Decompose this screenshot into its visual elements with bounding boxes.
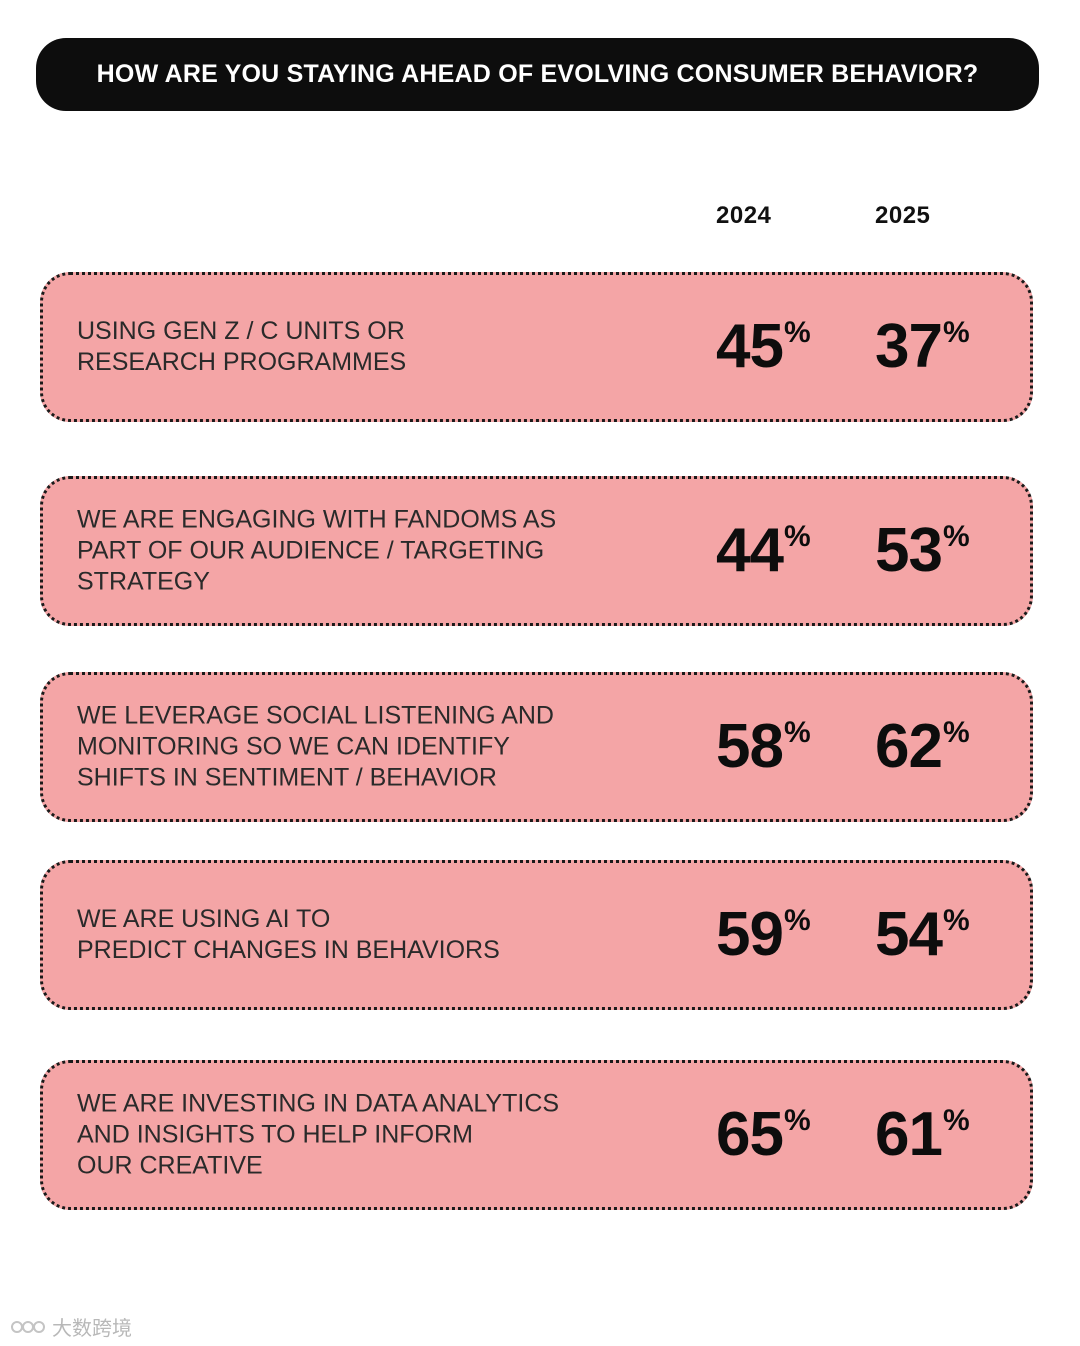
- row-label: WE ARE USING AI TO PREDICT CHANGES IN BE…: [77, 905, 500, 964]
- value-2025: 54%: [875, 900, 970, 969]
- percent-sign: %: [783, 716, 811, 749]
- percent-sign: %: [942, 904, 970, 937]
- percent-sign: %: [942, 716, 970, 749]
- percent-sign: %: [942, 1104, 970, 1137]
- table-row: WE LEVERAGE SOCIAL LISTENING AND MONITOR…: [40, 672, 1033, 822]
- row-label: WE LEVERAGE SOCIAL LISTENING AND MONITOR…: [77, 701, 554, 792]
- table-row: WE ARE ENGAGING WITH FANDOMS AS PART OF …: [40, 476, 1033, 626]
- column-header-2025: 2025: [875, 202, 931, 229]
- column-header-2024: 2024: [716, 202, 772, 229]
- percent-sign: %: [783, 520, 811, 553]
- value-2024: 58%: [716, 712, 811, 781]
- value-number: 65: [716, 1100, 784, 1169]
- value-number: 44: [716, 516, 784, 585]
- percent-sign: %: [942, 316, 970, 349]
- value-number: 54: [875, 900, 943, 969]
- chart-title: HOW ARE YOU STAYING AHEAD OF EVOLVING CO…: [96, 60, 979, 88]
- table-row: WE ARE INVESTING IN DATA ANALYTICS AND I…: [40, 1060, 1033, 1210]
- value-number: 61: [875, 1100, 943, 1169]
- value-number: 45: [716, 312, 784, 381]
- value-number: 37: [875, 312, 943, 381]
- title-bar: HOW ARE YOU STAYING AHEAD OF EVOLVING CO…: [36, 38, 1039, 111]
- percent-sign: %: [942, 520, 970, 553]
- table-row: WE ARE USING AI TO PREDICT CHANGES IN BE…: [40, 860, 1033, 1010]
- watermark: 大数跨境: [10, 1312, 132, 1341]
- row-label: USING GEN Z / C UNITS OR RESEARCH PROGRA…: [77, 317, 407, 376]
- value-2024: 44%: [716, 516, 811, 585]
- row-label: WE ARE ENGAGING WITH FANDOMS AS PART OF …: [77, 505, 557, 596]
- watermark-text: 大数跨境: [52, 1318, 132, 1340]
- row-label: WE ARE INVESTING IN DATA ANALYTICS AND I…: [77, 1089, 560, 1180]
- value-number: 53: [875, 516, 943, 585]
- percent-sign: %: [783, 316, 811, 349]
- table-row: USING GEN Z / C UNITS OR RESEARCH PROGRA…: [40, 272, 1033, 422]
- value-2025: 37%: [875, 312, 970, 381]
- percent-sign: %: [783, 1104, 811, 1137]
- value-number: 58: [716, 712, 784, 781]
- value-2025: 61%: [875, 1100, 970, 1169]
- value-2024: 65%: [716, 1100, 811, 1169]
- percent-sign: %: [783, 904, 811, 937]
- value-2024: 45%: [716, 312, 811, 381]
- watermark-logo-icon: [11, 1320, 45, 1333]
- value-number: 59: [716, 900, 784, 969]
- value-2025: 62%: [875, 712, 970, 781]
- value-number: 62: [875, 712, 943, 781]
- value-2025: 53%: [875, 516, 970, 585]
- value-2024: 59%: [716, 900, 811, 969]
